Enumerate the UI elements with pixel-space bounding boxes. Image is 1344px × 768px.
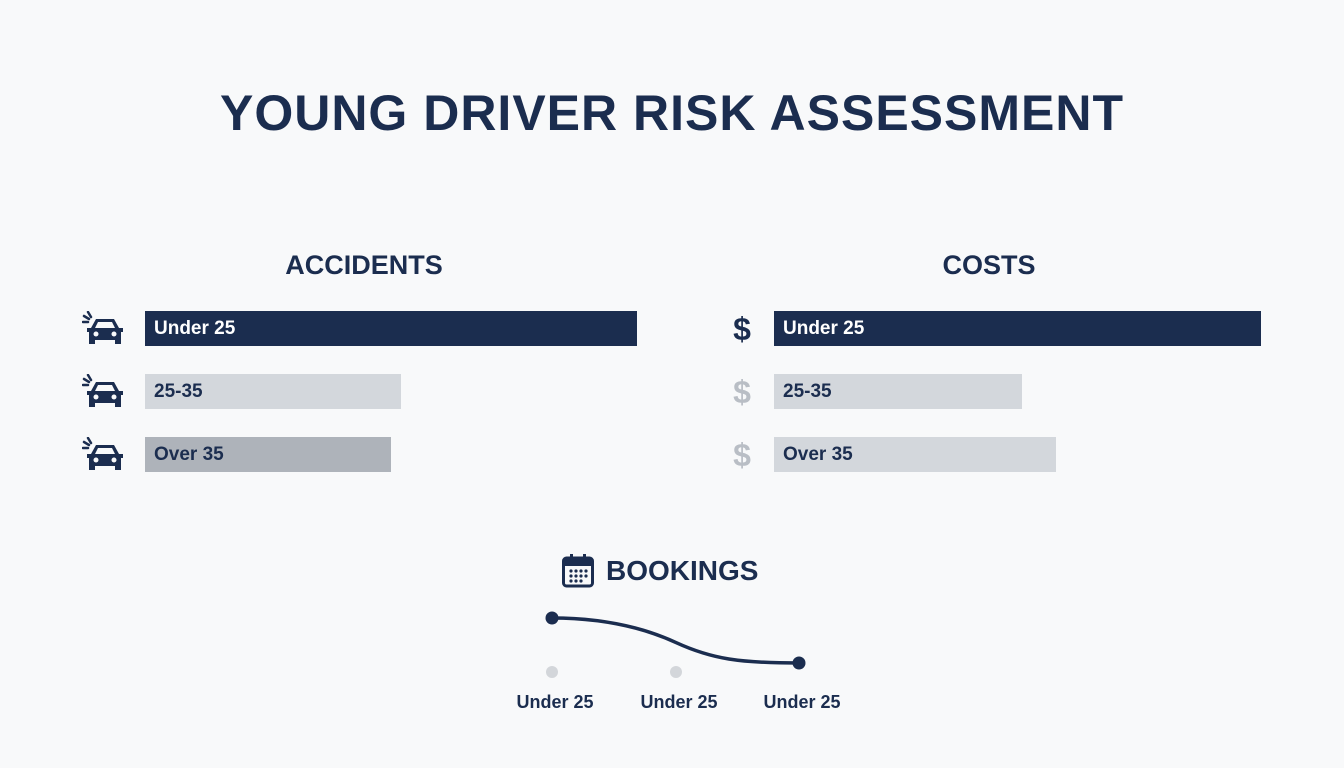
accidents-bar: Over 35: [145, 437, 391, 472]
page-title: YOUNG DRIVER RISK ASSESSMENT: [219, 85, 1125, 141]
bar-label: 25-35: [783, 380, 832, 402]
x-tick-label: Under 25: [640, 692, 718, 712]
dollar-icon: $: [733, 311, 751, 347]
accidents-title: ACCIDENTS: [285, 250, 443, 280]
axis-marker-dot: [546, 666, 558, 678]
costs-bar: Over 35: [774, 437, 1057, 472]
bar-label: Over 35: [154, 443, 224, 465]
dollar-icon: $: [733, 437, 751, 473]
x-tick-label: Under 25: [763, 692, 841, 712]
dollar-icon: $: [733, 374, 751, 410]
bookings-point: [792, 656, 806, 670]
costs-bar: 25-35: [774, 374, 1023, 409]
axis-marker-dot: [670, 666, 682, 678]
costs-title: COSTS: [942, 250, 1036, 280]
bar-label: Over 35: [783, 443, 853, 465]
x-tick-label: Under 25: [516, 692, 594, 712]
bar-label: 25-35: [154, 380, 203, 402]
bar-label: Under 25: [783, 317, 865, 339]
costs-bar: Under 25: [774, 311, 1261, 346]
bookings-line: [551, 616, 800, 665]
car-crash-icon: [81, 310, 128, 347]
bookings-point: [545, 611, 559, 625]
bookings-header: BOOKINGS: [562, 554, 758, 588]
accidents-bar: Under 25: [145, 311, 637, 346]
calendar-icon: [562, 554, 594, 588]
accidents-bar: 25-35: [145, 374, 401, 409]
car-crash-icon: [81, 436, 128, 473]
car-crash-icon: [81, 373, 128, 410]
bookings-title: BOOKINGS: [606, 555, 759, 586]
bar-label: Under 25: [154, 317, 236, 339]
